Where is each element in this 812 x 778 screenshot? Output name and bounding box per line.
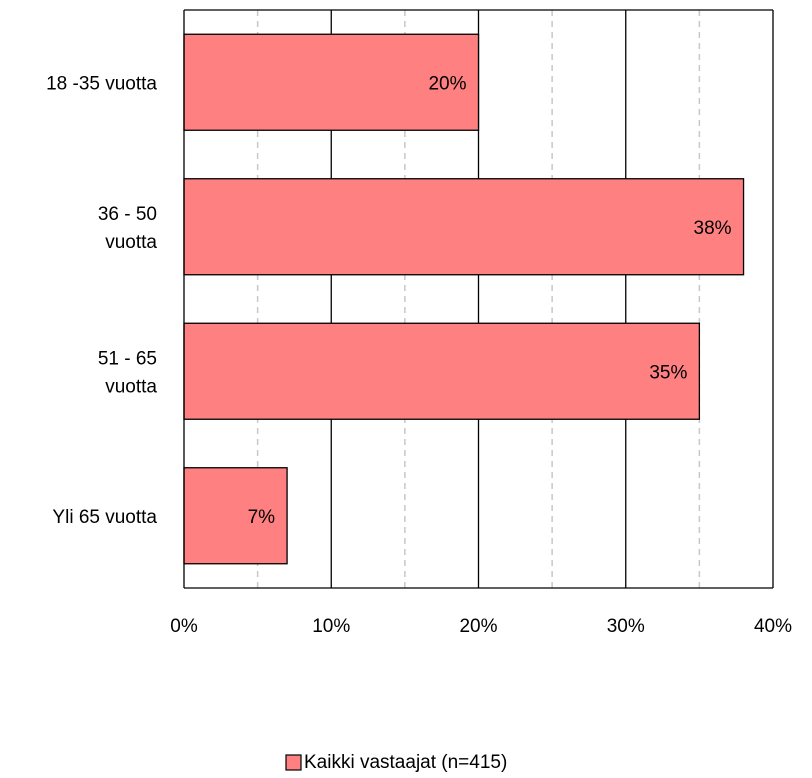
data-labels: 20% 38% 35% 7% [248, 73, 732, 528]
category-label: vuotta [105, 376, 157, 397]
x-tick-label: 0% [170, 616, 198, 637]
data-label: 38% [694, 218, 732, 239]
x-tick-label: 30% [607, 616, 645, 637]
category-labels: 18 -35 vuotta 36 - 50 vuotta 51 - 65 vuotta Y… [46, 73, 157, 528]
data-label: 7% [248, 507, 276, 528]
bar-series [183, 33, 745, 565]
legend: Kaikki vastaajat (n=415) [285, 752, 507, 773]
data-label: 35% [649, 362, 687, 383]
bar [183, 178, 745, 276]
x-tick-labels: 0% 10% 20% 30% 40% [170, 616, 792, 637]
bar [183, 467, 288, 565]
data-label: 20% [428, 73, 466, 94]
category-label: 18 -35 vuotta [46, 73, 157, 94]
x-tick-label: 40% [754, 616, 792, 637]
minor-gridlines [256, 10, 701, 588]
axis-frame [183, 9, 774, 589]
bar [183, 322, 701, 420]
x-tick-label: 10% [312, 616, 350, 637]
category-label: 51 - 65 [98, 348, 157, 369]
category-label: vuotta [105, 232, 157, 253]
x-tick-label: 20% [459, 616, 497, 637]
category-label: 36 - 50 [98, 204, 157, 225]
category-label: Yli 65 vuotta [52, 507, 157, 528]
legend-label: Kaikki vastaajat (n=415) [304, 752, 507, 773]
bar [183, 33, 480, 131]
legend-swatch [285, 754, 302, 771]
